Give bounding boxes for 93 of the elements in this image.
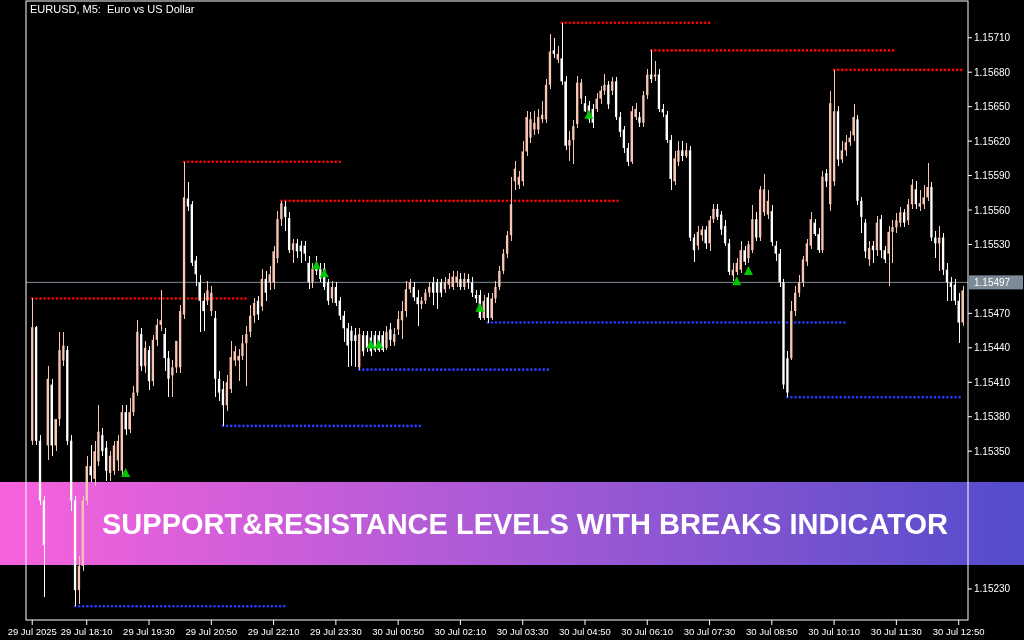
- candlestick: [350, 325, 353, 367]
- candlestick: [128, 397, 132, 434]
- candlestick: [533, 110, 536, 137]
- point: [584, 109, 594, 119]
- candlestick: [435, 278, 439, 310]
- x-tick-label: 29 Jul 23:30: [309, 626, 362, 637]
- candlestick: [307, 255, 311, 290]
- point: [319, 268, 329, 278]
- candlestick: [280, 200, 283, 227]
- candlestick: [58, 331, 61, 427]
- ref-line-label: 1.15497: [974, 276, 1011, 288]
- candlestick: [568, 130, 571, 162]
- candlestick: [490, 291, 494, 322]
- candlestick: [743, 244, 747, 266]
- candlestick: [895, 212, 898, 234]
- candlestick: [649, 49, 653, 84]
- candlestick: [159, 289, 163, 332]
- candlestick: [89, 444, 93, 483]
- candlestick: [899, 205, 902, 228]
- candlestick: [638, 111, 641, 129]
- candlestick: [681, 140, 684, 162]
- candlestick: [420, 296, 423, 310]
- candlestick: [673, 150, 677, 186]
- candlestick: [918, 189, 922, 212]
- point: [311, 260, 321, 270]
- y-tick-label: 1.15710: [974, 32, 1011, 44]
- candlestick: [424, 288, 427, 305]
- point: [475, 302, 485, 312]
- y-tick-label: 1.15680: [974, 66, 1011, 78]
- y-tick-label: 1.15590: [974, 170, 1011, 182]
- candlestick: [311, 262, 314, 289]
- candlestick: [439, 278, 443, 299]
- candlestick: [124, 404, 128, 436]
- candlestick: [459, 272, 462, 292]
- candlestick: [389, 321, 392, 347]
- point: [743, 265, 753, 275]
- x-tick-label: 30 Jul 11:30: [870, 626, 922, 637]
- candlestick: [552, 37, 556, 60]
- y-tick-label: 1.15440: [974, 342, 1011, 354]
- y-tick-label: 1.15530: [974, 238, 1011, 250]
- x-tick-label: 30 Jul 12:50: [932, 626, 985, 637]
- candlestick: [611, 76, 614, 96]
- candlestick: [685, 142, 688, 160]
- candlestick: [821, 170, 824, 254]
- candlestick: [887, 225, 891, 287]
- candlestick: [354, 327, 357, 369]
- annotation: SUPPORT&RESISTANCE LEVELS WITH BREAKS INDICATOR: [102, 508, 948, 540]
- candlestick: [704, 225, 708, 250]
- x-tick-label: 30 Jul 03:30: [496, 626, 549, 637]
- candlestick: [385, 325, 388, 351]
- point: [121, 468, 131, 477]
- candlestick: [856, 113, 859, 207]
- candlestick: [206, 280, 209, 307]
- chart-title: EURUSD, M5: Euro vs US Dollar: [30, 3, 195, 15]
- x-tick-label: 30 Jul 08:50: [745, 626, 798, 637]
- x-tick-label: 30 Jul 04:50: [559, 626, 611, 637]
- x-tick-label: 30 Jul 10:10: [808, 626, 860, 637]
- y-tick-label: 1.15470: [974, 307, 1011, 319]
- x-tick-label: 30 Jul 00:50: [372, 626, 425, 637]
- y-tick-label: 1.15350: [974, 445, 1011, 457]
- candlestick: [860, 196, 863, 234]
- candlestick: [902, 208, 906, 228]
- y-tick-label: 1.15560: [974, 204, 1011, 216]
- x-tick-label: 29 Jul 19:30: [123, 626, 175, 637]
- candlestick: [381, 329, 385, 354]
- candlestick: [930, 181, 933, 242]
- x-tick-label: 30 Jul 02:10: [434, 626, 487, 637]
- x-tick-label: 29 Jul 2025: [7, 626, 57, 637]
- candlestick: [949, 275, 953, 302]
- candlestick: [431, 275, 435, 307]
- x-tick-label: 29 Jul 18:10: [60, 626, 113, 637]
- y-tick-label: 1.15620: [974, 135, 1011, 147]
- candlestick: [852, 103, 856, 142]
- candlestick: [595, 92, 599, 114]
- candlestick: [797, 274, 801, 299]
- x-tick-label: 30 Jul 06:10: [621, 626, 674, 637]
- candlestick: [470, 275, 474, 299]
- y-tick-label: 1.15410: [974, 376, 1011, 388]
- candlestick: [486, 291, 490, 324]
- candlestick: [751, 204, 754, 254]
- y-tick-label: 1.15380: [974, 411, 1011, 423]
- x-tick-label: 29 Jul 22:10: [247, 626, 300, 637]
- x-tick-label: 30 Jul 07:30: [683, 626, 736, 637]
- y-tick-label: 1.15230: [974, 583, 1011, 595]
- x-tick-label: 29 Jul 20:50: [185, 626, 238, 637]
- y-tick-label: 1.15650: [974, 101, 1011, 113]
- candlestick: [171, 359, 174, 398]
- candlestick: [642, 89, 645, 129]
- candlestick: [498, 265, 501, 292]
- candlestick: [428, 281, 431, 299]
- candlestick: [922, 184, 926, 210]
- candlestick: [451, 270, 455, 292]
- candlestick: [653, 59, 657, 83]
